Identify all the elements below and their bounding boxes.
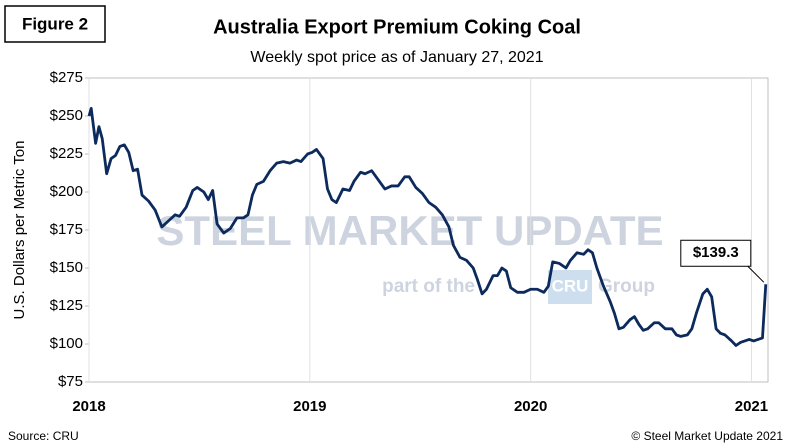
y-tick-label: $250 [50, 107, 83, 124]
line [87, 107, 768, 347]
y-tick-label: $225 [50, 145, 83, 162]
watermark-logo-box [548, 270, 592, 304]
watermark-suffix: Group [598, 276, 655, 297]
y-tick-label: $75 [58, 373, 83, 390]
figure-label-box [4, 5, 106, 43]
watermark-brand: STEEL MARKET UPDATE [156, 207, 663, 254]
watermark: STEEL MARKET UPDATE part of the CRU Grou… [156, 207, 664, 304]
chart-title: Australia Export Premium Coking Coal [213, 16, 581, 38]
figure-label: Figure 2 [22, 14, 88, 33]
callout-box [680, 239, 752, 267]
y-tick-label: $125 [50, 297, 83, 314]
value-label: $139.3 [693, 244, 739, 261]
y-axis-label: U.S. Dollars per Metric Ton [11, 141, 28, 320]
watermark-logo: CRU [552, 276, 589, 295]
y-tick-label: $175 [50, 221, 83, 238]
x-tick-label: 2020 [514, 398, 547, 415]
y-tick-label: $100 [50, 335, 83, 352]
source: Source: CRU [8, 429, 79, 443]
y-tick-label: $200 [50, 183, 83, 200]
y-tick-label: $275 [50, 69, 83, 86]
x-tick-label: 2021 [735, 398, 768, 415]
x-tick-label: 2018 [72, 398, 105, 415]
x-tick-label: 2019 [293, 398, 326, 415]
y-tick-label: $150 [50, 259, 83, 276]
copyright: © Steel Market Update 2021 [631, 429, 783, 443]
callout-line [747, 265, 765, 283]
watermark-prefix: part of the [382, 276, 475, 297]
chart-subtitle: Weekly spot price as of January 27, 2021 [250, 49, 543, 66]
